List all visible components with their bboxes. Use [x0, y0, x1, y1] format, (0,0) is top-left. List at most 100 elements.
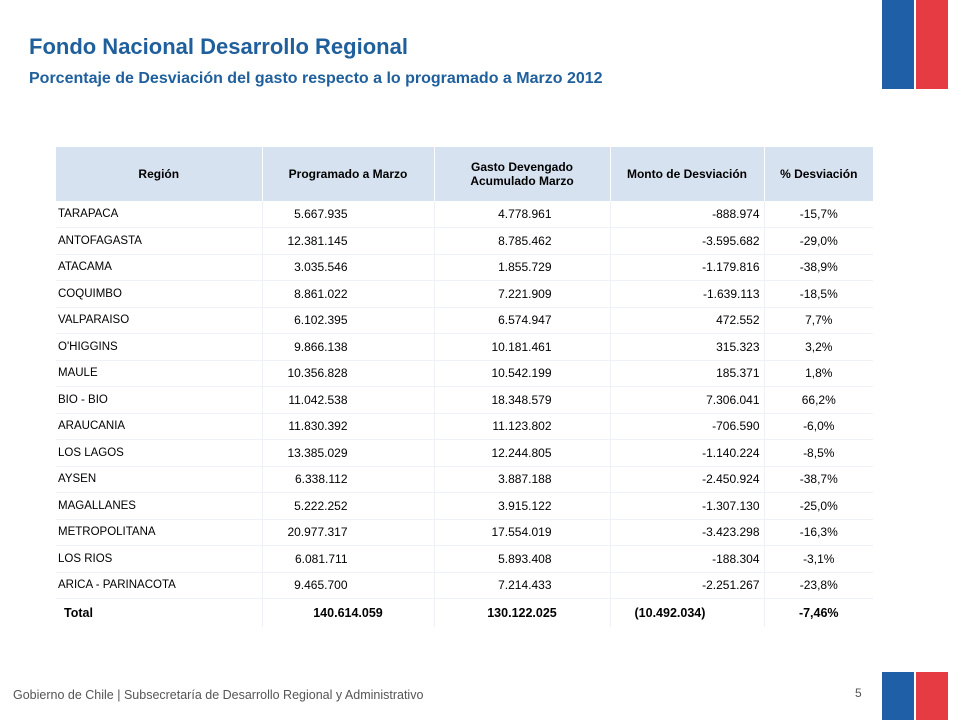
footer-text: Gobierno de Chile | Subsecretaría de Des…	[13, 688, 424, 702]
cell-porcentaje: -3,1%	[803, 551, 835, 566]
cell-porcentaje: -8,5%	[803, 445, 835, 460]
cell-region: MAGALLANES	[56, 492, 263, 519]
column-header-region: Región	[56, 147, 263, 201]
cell-monto: -706.590	[610, 413, 765, 440]
cell-gasto: 10.181.461	[434, 333, 611, 360]
cell-porcentaje: -15,7%	[799, 207, 838, 221]
cell-porcentaje: -18,5%	[799, 286, 838, 301]
cell-gasto: 6.574.947	[434, 307, 611, 334]
cell-programado: 6.338.112	[262, 466, 435, 493]
cell-region: MAULE	[56, 360, 263, 387]
column-header-monto: Monto de Desviación	[610, 147, 765, 201]
cell-monto: -2.251.267	[610, 572, 765, 599]
cell-region: ARAUCANIA	[56, 413, 263, 440]
table-row: BIO - BIO 11.042.538 18.348.579 7.306.041 66…	[56, 386, 873, 413]
cell-porcentaje: -6,0%	[803, 419, 835, 434]
cell-gasto: 18.348.579	[434, 386, 611, 413]
cell-programado: 10.356.828	[262, 360, 435, 387]
table-row: MAGALLANES 5.222.252 3.915.122 -1.307.130 -2…	[56, 492, 873, 519]
deviation-table: Región Programado a Marzo Gasto Devengad…	[56, 147, 873, 627]
table-row: LOS RIOS 6.081.711 5.893.408 -188.304 -3,1%	[56, 545, 873, 572]
table-row: TARAPACA 5.667.935 4.778.961 -888.974 -15,7%	[56, 201, 873, 228]
total-cell-porcentaje: -7,46%	[798, 605, 839, 620]
table-row: MAULE 10.356.828 10.542.199 185.371 1,8%	[56, 360, 873, 387]
table-row: LOS LAGOS 13.385.029 12.244.805 -1.140.224 -…	[56, 439, 873, 466]
cell-region: METROPOLITANA	[56, 519, 263, 546]
column-header-programado: Programado a Marzo	[262, 147, 435, 201]
cell-monto: 472.552	[610, 307, 765, 334]
cell-gasto: 3.887.188	[434, 466, 611, 493]
cell-gasto: 8.785.462	[434, 227, 611, 254]
cell-porcentaje: -23,8%	[799, 578, 838, 593]
table-row: ATACAMA 3.035.546 1.855.729 -1.179.816 -38,9…	[56, 254, 873, 281]
cell-programado: 5.222.252	[262, 492, 435, 519]
flag-logo-bottom	[882, 672, 948, 720]
cell-gasto: 12.244.805	[434, 439, 611, 466]
cell-porcentaje: 1,8%	[805, 366, 833, 381]
cell-region: ARICA - PARINACOTA	[56, 572, 263, 599]
table-row: ANTOFAGASTA 12.381.145 8.785.462 -3.595.682…	[56, 227, 873, 254]
total-cell-programado: 140.614.059	[262, 598, 435, 627]
cell-monto: -1.307.130	[610, 492, 765, 519]
cell-programado: 3.035.546	[262, 254, 435, 281]
cell-porcentaje: 7,7%	[805, 313, 833, 328]
cell-monto: 185.371	[610, 360, 765, 387]
cell-region: O'HIGGINS	[56, 333, 263, 360]
slide-title: Fondo Nacional Desarrollo Regional	[29, 34, 408, 59]
cell-region: ATACAMA	[56, 254, 263, 281]
cell-region: LOS RIOS	[56, 545, 263, 572]
cell-programado: 6.102.395	[262, 307, 435, 334]
column-header-porcentaje: % Desviación	[780, 167, 858, 181]
cell-gasto: 7.221.909	[434, 280, 611, 307]
cell-monto: -1.140.224	[610, 439, 765, 466]
table-row: O'HIGGINS 9.866.138 10.181.461 315.323 3,2%	[56, 333, 873, 360]
cell-programado: 8.861.022	[262, 280, 435, 307]
cell-region: VALPARAISO	[56, 307, 263, 334]
cell-gasto: 5.893.408	[434, 545, 611, 572]
cell-gasto: 1.855.729	[434, 254, 611, 281]
cell-porcentaje: -29,0%	[799, 233, 838, 248]
table-header-row: Región Programado a Marzo Gasto Devengad…	[56, 147, 873, 201]
total-row: Total 140.614.059 130.122.025 (10.492.034) -…	[56, 598, 873, 627]
cell-programado: 12.381.145	[262, 227, 435, 254]
page-number: 5	[855, 686, 862, 700]
cell-programado: 9.866.138	[262, 333, 435, 360]
cell-porcentaje: -16,3%	[799, 525, 838, 540]
cell-region: LOS LAGOS	[56, 439, 263, 466]
cell-programado: 11.042.538	[262, 386, 435, 413]
cell-monto: -3.423.298	[610, 519, 765, 546]
total-cell-monto: (10.492.034)	[610, 598, 765, 627]
cell-porcentaje: 3,2%	[805, 339, 833, 354]
cell-monto: -3.595.682	[610, 227, 765, 254]
table-row: AYSEN 6.338.112 3.887.188 -2.450.924 -38,7%	[56, 466, 873, 493]
table-row: ARAUCANIA 11.830.392 11.123.802 -706.590 -6,…	[56, 413, 873, 440]
cell-programado: 11.830.392	[262, 413, 435, 440]
cell-monto: -1.179.816	[610, 254, 765, 281]
cell-gasto: 11.123.802	[434, 413, 611, 440]
cell-monto: -1.639.113	[610, 280, 765, 307]
cell-programado: 9.465.700	[262, 572, 435, 599]
cell-region: BIO - BIO	[56, 386, 263, 413]
cell-porcentaje: 66,2%	[801, 392, 836, 407]
cell-porcentaje: -38,9%	[799, 260, 838, 275]
table-row: ARICA - PARINACOTA 9.465.700 7.214.433 -2.2…	[56, 572, 873, 599]
total-cell-region: Total	[56, 598, 263, 627]
cell-gasto: 4.778.961	[434, 201, 611, 228]
cell-monto: -2.450.924	[610, 466, 765, 493]
slide-subtitle: Porcentaje de Desviación del gasto respe…	[29, 70, 603, 87]
table-row: METROPOLITANA 20.977.317 17.554.019 -3.423.…	[56, 519, 873, 546]
cell-gasto: 7.214.433	[434, 572, 611, 599]
cell-monto: 7.306.041	[610, 386, 765, 413]
cell-region: TARAPACA	[56, 201, 263, 228]
cell-porcentaje: -25,0%	[799, 498, 838, 513]
flag-logo-top	[882, 0, 948, 89]
cell-programado: 20.977.317	[262, 519, 435, 546]
cell-region: AYSEN	[56, 466, 263, 493]
table-row: COQUIMBO 8.861.022 7.221.909 -1.639.113 -18,…	[56, 280, 873, 307]
cell-programado: 6.081.711	[262, 545, 435, 572]
cell-gasto: 3.915.122	[434, 492, 611, 519]
cell-monto: -188.304	[610, 545, 765, 572]
cell-porcentaje: -38,7%	[799, 472, 838, 487]
cell-programado: 13.385.029	[262, 439, 435, 466]
cell-gasto: 17.554.019	[434, 519, 611, 546]
